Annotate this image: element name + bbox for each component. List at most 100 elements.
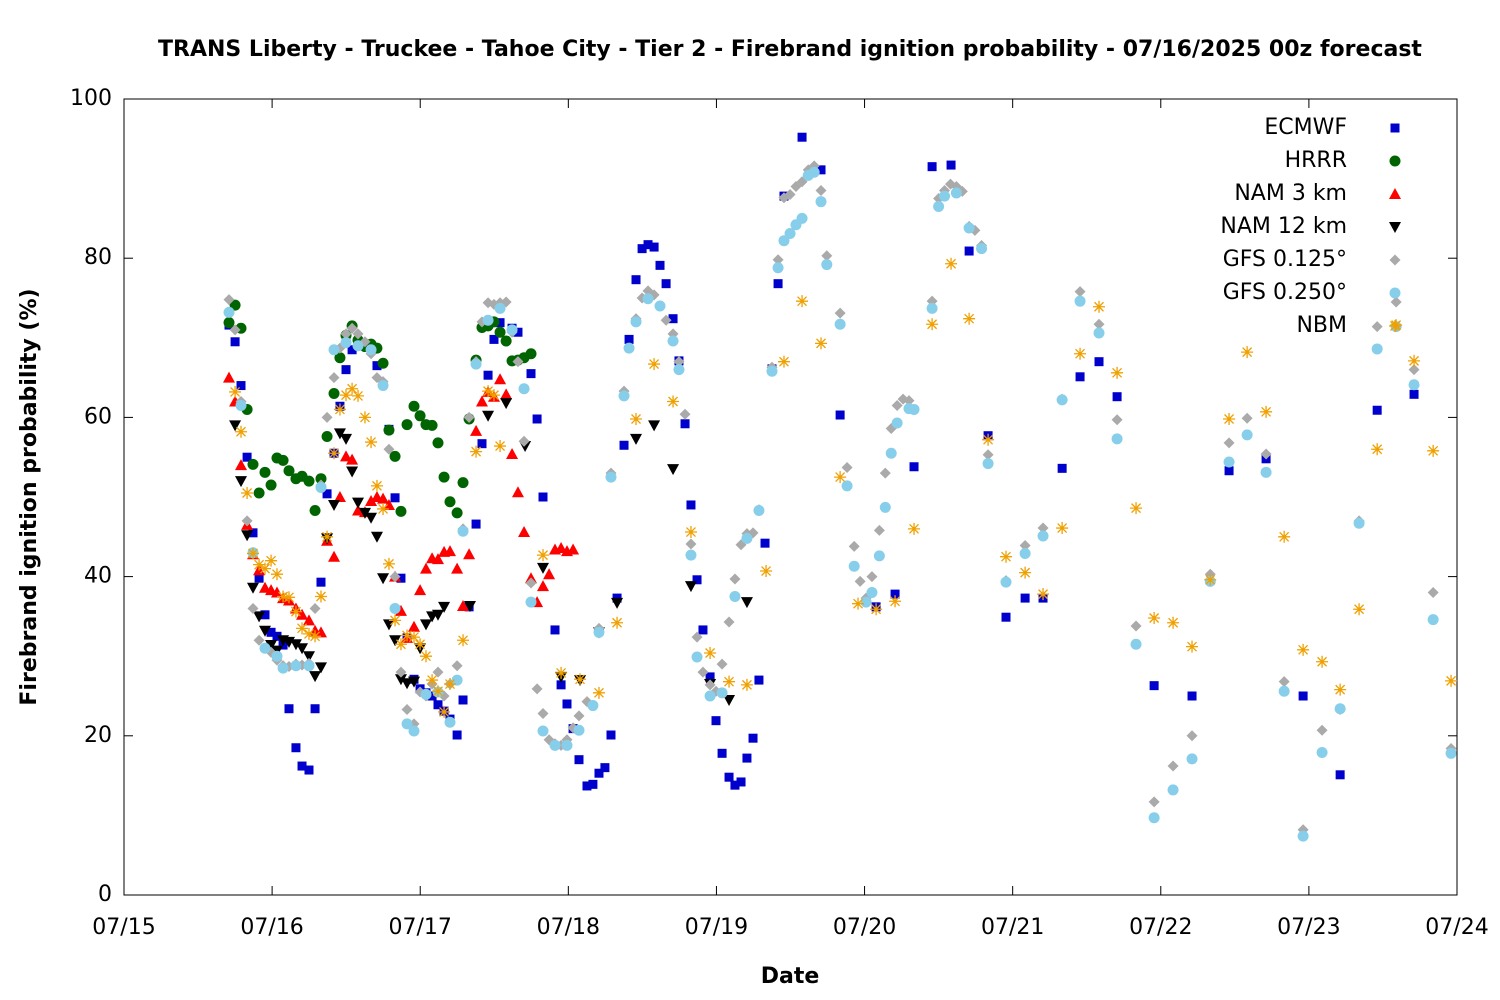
data-point: [1093, 327, 1105, 339]
data-point: [668, 314, 678, 324]
data-point: [235, 459, 248, 471]
data-point: [347, 345, 357, 355]
data-point: [1409, 389, 1419, 399]
data-point: [470, 358, 482, 370]
data-point: [660, 314, 672, 326]
data-point: [1019, 548, 1031, 560]
data-point: [854, 575, 866, 587]
data-point: [537, 580, 550, 592]
data-point: [235, 399, 247, 411]
data-point: [389, 635, 402, 647]
data-point: [1335, 770, 1345, 780]
data-point: [730, 780, 740, 790]
data-point: [903, 395, 915, 407]
data-point: [241, 530, 254, 542]
data-point: [229, 324, 241, 336]
data-point: [526, 369, 536, 379]
data-point: [487, 389, 500, 402]
data-point: [495, 318, 505, 328]
data-point: [265, 554, 278, 567]
data-point: [432, 666, 444, 678]
data-point: [482, 410, 495, 422]
data-point: [891, 417, 903, 429]
data-point: [1167, 784, 1179, 796]
data-point: [1408, 379, 1420, 391]
data-point: [223, 317, 235, 329]
data-point: [431, 609, 444, 621]
data-point: [1316, 655, 1329, 668]
data-point: [494, 326, 506, 338]
data-point: [587, 700, 599, 712]
data-point: [623, 342, 635, 354]
data-point: [909, 462, 919, 472]
data-point: [284, 704, 294, 714]
data-point: [573, 710, 585, 722]
data-point: [457, 477, 469, 489]
data-point: [372, 361, 382, 371]
data-point: [358, 507, 371, 519]
data-point: [382, 557, 395, 570]
data-point: [525, 348, 537, 360]
data-point: [230, 337, 240, 347]
data-point: [322, 489, 332, 499]
data-point: [518, 383, 530, 395]
data-point: [537, 725, 549, 737]
data-point: [334, 352, 346, 364]
data-point: [377, 380, 389, 392]
data-point: [513, 327, 523, 337]
data-point: [724, 772, 734, 782]
y-tick-label: 80: [84, 245, 112, 270]
data-point: [1000, 576, 1012, 588]
data-point: [562, 699, 572, 709]
data-point: [241, 487, 254, 500]
data-point: [1223, 456, 1235, 468]
data-point: [282, 591, 295, 604]
data-point: [382, 498, 395, 510]
plot-frame: [123, 98, 1458, 896]
data-point: [1111, 366, 1124, 379]
data-point: [1241, 346, 1254, 359]
data-point: [723, 616, 735, 628]
data-point: [1187, 691, 1197, 701]
y-tick-label: 20: [84, 723, 112, 748]
data-point: [419, 619, 432, 631]
data-point: [500, 335, 512, 347]
data-point: [1298, 691, 1308, 701]
data-point: [778, 235, 790, 247]
data-point: [600, 763, 610, 773]
data-point: [272, 631, 282, 641]
data-point: [457, 525, 469, 537]
data-point: [835, 410, 845, 420]
legend-marker: [1389, 188, 1401, 199]
data-point: [346, 382, 359, 395]
data-point: [432, 437, 444, 449]
data-point: [611, 597, 624, 609]
data-point: [588, 779, 598, 789]
data-point: [815, 196, 827, 208]
data-point: [352, 328, 364, 340]
data-point: [500, 398, 513, 410]
data-point: [1316, 724, 1328, 736]
data-point: [716, 687, 728, 699]
data-point: [1260, 448, 1272, 460]
data-point: [408, 676, 421, 688]
data-point: [352, 389, 365, 402]
data-point: [741, 532, 753, 544]
data-point: [259, 625, 272, 637]
data-point: [655, 260, 665, 270]
legend-label: GFS 0.125°: [1223, 247, 1347, 272]
data-point: [401, 678, 414, 690]
data-point: [1186, 753, 1198, 765]
data-point: [673, 356, 685, 368]
data-point: [637, 244, 647, 254]
data-point: [760, 565, 773, 578]
data-point: [926, 318, 939, 331]
data-point: [630, 433, 643, 445]
data-point: [259, 562, 272, 575]
data-point: [390, 493, 400, 503]
data-point: [458, 695, 468, 705]
data-point: [736, 777, 746, 787]
data-point: [296, 643, 309, 655]
data-point: [444, 496, 456, 508]
data-point: [443, 545, 456, 557]
